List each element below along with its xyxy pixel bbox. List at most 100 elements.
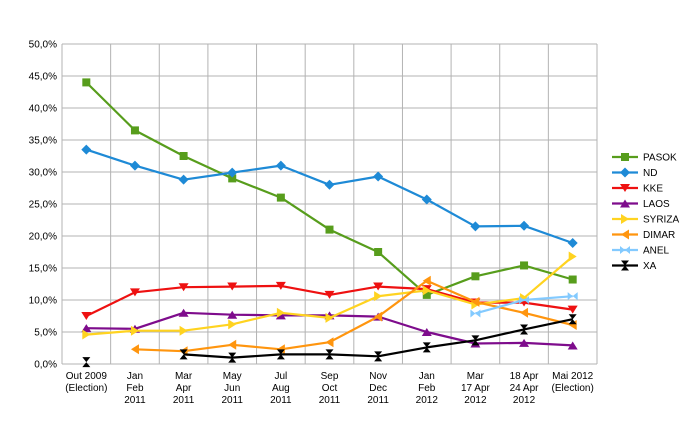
data-point-pasok: [422, 290, 431, 299]
data-point-xa: [228, 352, 237, 363]
x-tick-label: May Jun 2011: [221, 371, 243, 406]
data-point-dimar: [228, 339, 237, 350]
data-point-pasok: [325, 225, 334, 234]
data-point-nd: [324, 179, 335, 190]
data-point-syriza: [130, 325, 139, 336]
data-point-laos: [519, 338, 530, 347]
data-point-laos: [421, 328, 432, 336]
y-tick-label: 10,0%: [29, 296, 57, 307]
data-point-pasok: [130, 126, 139, 135]
data-point-pasok: [228, 174, 237, 183]
legend-entry-xa: XA: [612, 260, 657, 272]
y-tick-label: 5,0%: [34, 328, 57, 339]
y-tick-label: 0,0%: [34, 360, 57, 371]
legend-marker-kke: [620, 184, 630, 192]
series-syriza: [82, 251, 577, 340]
data-point-xa: [374, 351, 383, 362]
data-point-syriza: [179, 325, 188, 336]
data-point-laos: [81, 324, 92, 333]
data-point-syriza: [228, 319, 237, 330]
data-point-pasok: [82, 78, 91, 87]
legend: PASOK ND KKE LAOS SYRIZA DIMAR ANEL XA: [612, 153, 679, 272]
x-tick-label: Jan Feb 2011: [124, 371, 146, 406]
data-point-nd: [178, 174, 189, 185]
data-point-nd: [421, 194, 432, 205]
y-tick-label: 25,0%: [29, 200, 57, 211]
x-tick-label: Sep Oct 2011: [319, 371, 341, 406]
legend-entry-pasok: PASOK: [612, 153, 677, 164]
series-anel: [470, 292, 578, 318]
legend-label-nd: ND: [643, 168, 657, 179]
series-xa: [82, 314, 577, 368]
legend-label-pasok: PASOK: [643, 153, 677, 164]
legend-marker-anel: [620, 246, 630, 254]
data-point-kke: [129, 288, 140, 297]
data-point-nd: [373, 171, 384, 182]
legend-entry-nd: ND: [612, 167, 657, 179]
x-axis-tick-labels: Out 2009 (Election) Jan Feb 2011 Mar Apr 2011 Ma…: [65, 371, 594, 406]
data-point-dimar: [471, 296, 480, 307]
series-pasok: [82, 78, 577, 299]
legend-label-anel: ANEL: [643, 246, 670, 257]
data-point-nd: [567, 238, 578, 249]
x-tick-label: Mar Apr 2011: [173, 371, 195, 406]
legend-label-kke: KKE: [643, 184, 663, 195]
data-point-pasok: [520, 261, 529, 270]
data-point-dimar: [422, 275, 431, 286]
data-point-nd: [129, 160, 140, 171]
data-point-pasok: [568, 275, 577, 284]
legend-label-xa: XA: [643, 261, 657, 272]
data-point-kke: [227, 282, 238, 291]
data-point-xa: [179, 349, 188, 360]
y-tick-label: 20,0%: [29, 232, 57, 243]
data-point-xa: [568, 314, 577, 325]
data-point-nd: [227, 167, 238, 178]
data-point-xa: [325, 349, 334, 360]
data-point-anel: [519, 296, 530, 304]
data-point-dimar: [325, 337, 334, 348]
data-point-laos: [275, 311, 286, 320]
data-point-kke: [567, 305, 578, 314]
series-lines: [81, 78, 578, 368]
data-point-anel: [567, 292, 578, 301]
data-point-syriza: [422, 285, 431, 296]
data-point-nd: [470, 221, 481, 232]
data-point-syriza: [374, 291, 383, 302]
y-tick-label: 15,0%: [29, 264, 57, 275]
legend-marker-xa: [621, 260, 629, 271]
data-point-pasok: [276, 193, 285, 202]
legend-entry-anel: ANEL: [612, 246, 670, 257]
legend-marker-nd: [620, 167, 630, 178]
data-point-dimar: [130, 344, 139, 355]
data-point-nd: [519, 220, 530, 231]
data-point-laos: [178, 308, 189, 317]
data-point-syriza: [82, 329, 91, 340]
legend-entry-syriza: SYRIZA: [612, 214, 679, 226]
data-point-pasok: [374, 248, 383, 256]
data-point-laos: [567, 341, 578, 350]
data-point-syriza: [568, 251, 577, 262]
legend-marker-syriza: [621, 214, 629, 224]
legend-label-laos: LAOS: [643, 199, 670, 210]
data-point-pasok: [471, 272, 480, 281]
data-point-kke: [373, 282, 384, 291]
series-nd: [81, 144, 578, 249]
x-tick-label: Out 2009 (Election): [65, 371, 107, 394]
grid-lines: [61, 43, 598, 365]
legend-marker-pasok: [621, 153, 629, 161]
legend-label-dimar: DIMAR: [643, 230, 675, 241]
data-point-xa: [276, 349, 285, 360]
data-point-anel: [470, 309, 481, 318]
data-point-nd: [81, 144, 92, 155]
x-tick-label: Jul Aug 2011: [270, 371, 292, 406]
data-point-kke: [275, 281, 286, 290]
x-tick-label: Nov Dec 2011: [367, 371, 389, 406]
legend-entry-laos: LAOS: [612, 199, 670, 210]
data-point-xa: [471, 335, 480, 346]
x-tick-label: Jan Feb 2012: [416, 371, 439, 406]
data-point-kke: [324, 290, 335, 299]
data-point-kke: [178, 283, 189, 292]
legend-entry-dimar: DIMAR: [612, 229, 675, 241]
data-point-nd: [275, 160, 286, 171]
